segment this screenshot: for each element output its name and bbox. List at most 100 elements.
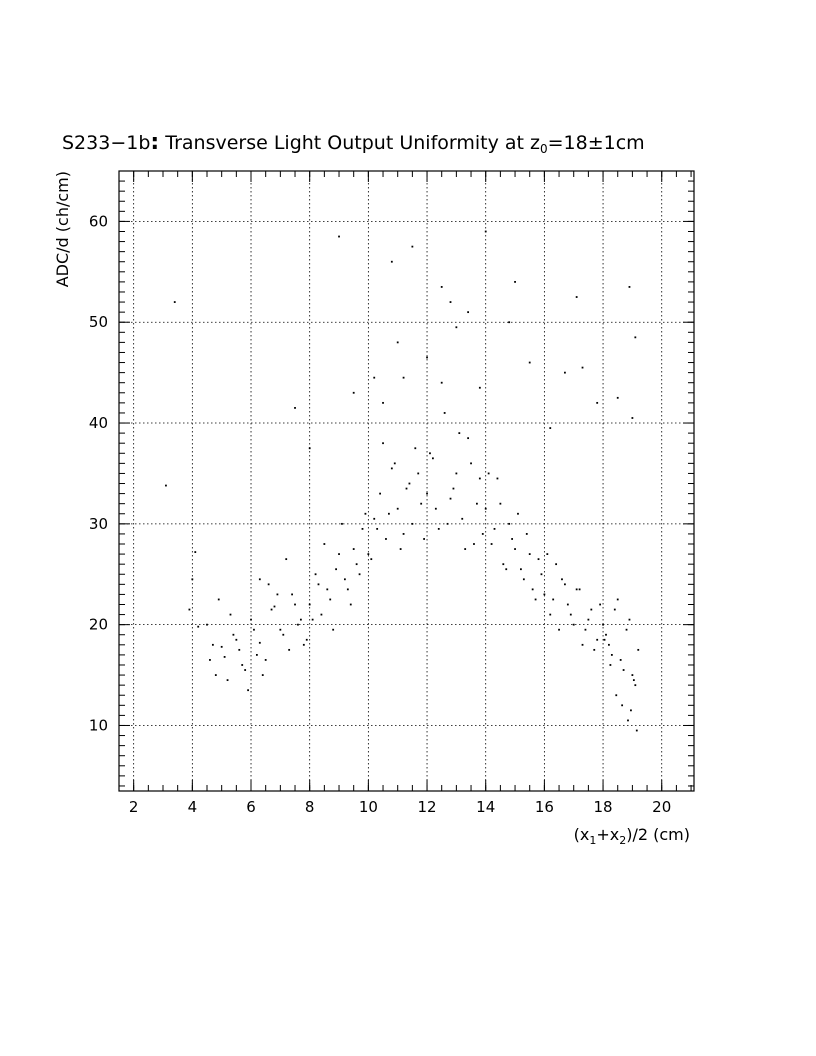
x-axis-title-part2: +x — [596, 825, 619, 844]
data-point-23 — [250, 618, 252, 621]
data-point-68 — [408, 482, 411, 485]
data-point-98 — [470, 462, 472, 465]
data-point-85 — [449, 497, 452, 500]
x-tick-label-9: 20 — [652, 798, 671, 816]
x-tick-label-6: 14 — [476, 798, 495, 816]
data-point-55 — [335, 568, 337, 571]
data-point-64 — [385, 538, 387, 540]
data-point-10 — [235, 638, 238, 641]
data-point-173 — [455, 326, 458, 329]
data-point-138 — [587, 618, 590, 621]
data-point-59 — [358, 573, 361, 576]
data-point-36 — [279, 628, 282, 631]
data-point-188 — [549, 427, 552, 429]
data-point-151 — [622, 669, 625, 671]
data-point-119 — [534, 598, 537, 601]
x-tick-label-4: 10 — [359, 798, 378, 816]
data-point-77 — [405, 487, 408, 490]
x-axis-title: (x1+x2)/2 (cm) — [574, 825, 690, 847]
data-point-24 — [258, 641, 261, 644]
data-point-164 — [411, 245, 414, 248]
y-tick-label-3: 40 — [89, 414, 108, 432]
data-point-154 — [603, 638, 606, 641]
data-point-116 — [517, 512, 519, 515]
x-tick-label-3: 8 — [305, 798, 315, 816]
data-point-60 — [364, 512, 367, 515]
data-point-38 — [291, 593, 293, 596]
data-point-127 — [578, 588, 581, 591]
data-point-37 — [285, 558, 288, 561]
data-point-95 — [452, 487, 455, 490]
data-point-112 — [493, 527, 496, 530]
data-point-141 — [602, 623, 604, 626]
data-point-87 — [461, 517, 464, 520]
data-point-17 — [217, 598, 220, 601]
data-point-71 — [370, 558, 373, 561]
data-point-191 — [373, 376, 376, 379]
data-point-190 — [352, 391, 355, 394]
data-point-115 — [511, 538, 514, 540]
data-point-121 — [543, 593, 546, 596]
data-point-18 — [223, 656, 226, 658]
data-point-100 — [481, 533, 484, 535]
data-point-83 — [437, 527, 440, 530]
data-point-66 — [396, 507, 399, 510]
data-point-16 — [211, 643, 214, 646]
data-point-34 — [267, 583, 270, 586]
data-point-147 — [637, 648, 640, 651]
points-layer — [165, 230, 640, 732]
x-axis-title-sub1: 1 — [589, 834, 596, 847]
data-point-75 — [393, 462, 396, 465]
data-point-27 — [276, 593, 279, 596]
data-point-86 — [455, 472, 458, 475]
y-tick-label-2: 30 — [89, 515, 108, 533]
data-point-90 — [478, 477, 481, 480]
data-point-26 — [270, 608, 273, 611]
data-point-31 — [299, 618, 302, 621]
data-point-182 — [294, 407, 296, 409]
data-point-51 — [311, 618, 314, 621]
data-point-96 — [458, 432, 461, 435]
data-point-180 — [308, 447, 311, 450]
data-point-105 — [508, 522, 511, 525]
data-point-97 — [464, 548, 467, 550]
data-point-128 — [584, 628, 587, 631]
data-point-122 — [549, 613, 552, 616]
data-point-175 — [564, 371, 566, 374]
data-point-176 — [581, 366, 584, 369]
data-point-118 — [528, 553, 531, 555]
chart-title-main-sub: 0 — [540, 142, 548, 156]
data-point-2 — [194, 551, 197, 553]
x-axis-title-part3: )/2 (cm) — [626, 825, 690, 844]
data-point-88 — [467, 437, 470, 440]
data-point-70 — [420, 502, 423, 505]
data-point-80 — [423, 538, 425, 540]
data-point-0 — [173, 301, 176, 303]
data-point-99 — [476, 502, 478, 505]
chart-title-suffix: =18±1cm — [548, 132, 645, 154]
chart-title-prefix: S233−1b — [62, 132, 150, 154]
data-point-144 — [619, 659, 622, 661]
chart-title: S233−1b: Transverse Light Output Uniform… — [62, 130, 645, 156]
data-point-81 — [426, 492, 428, 495]
y-tick-label-1: 20 — [89, 616, 108, 634]
data-point-150 — [616, 598, 619, 601]
data-point-156 — [615, 694, 618, 697]
data-point-183 — [631, 417, 634, 419]
data-point-111 — [487, 472, 490, 475]
data-point-159 — [632, 679, 635, 682]
data-point-25 — [264, 659, 267, 661]
data-point-14 — [255, 654, 258, 656]
data-point-179 — [382, 401, 384, 404]
data-point-103 — [496, 477, 499, 480]
data-point-185 — [449, 301, 452, 303]
data-point-158 — [627, 719, 629, 722]
data-point-47 — [343, 578, 346, 581]
data-point-124 — [561, 578, 563, 581]
data-point-120 — [540, 573, 543, 576]
x-axis-title-part1: (x — [574, 825, 590, 844]
data-point-149 — [610, 654, 613, 656]
data-point-52 — [317, 583, 320, 586]
data-point-107 — [520, 568, 522, 571]
data-point-20 — [232, 633, 235, 636]
